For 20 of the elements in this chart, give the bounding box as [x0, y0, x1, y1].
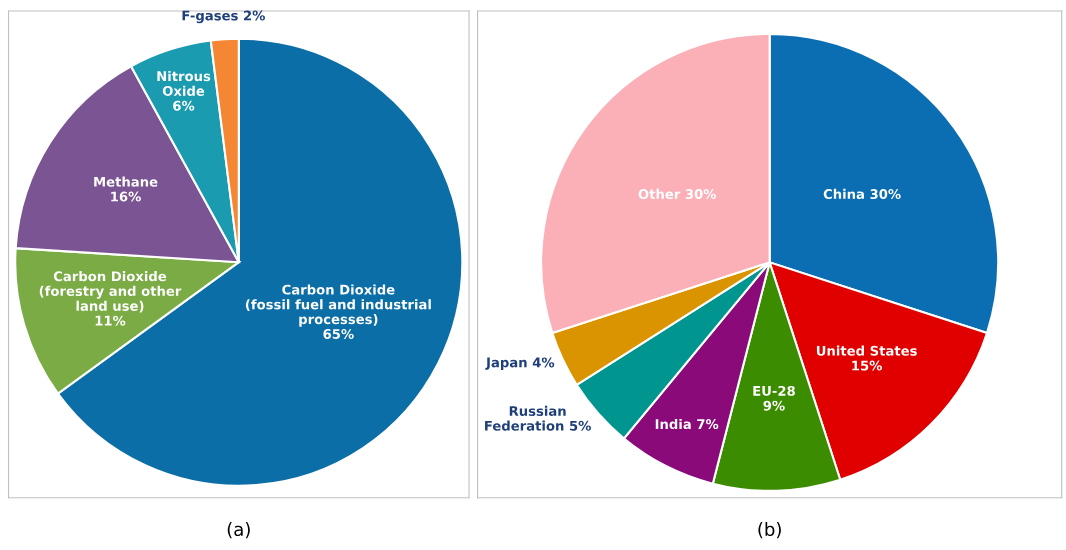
- data-label: 9%: [763, 400, 785, 411]
- slice-label: EU-28: [753, 385, 795, 396]
- data-label: 11%: [95, 315, 126, 326]
- text: (a): [227, 522, 250, 539]
- data-label: 15%: [852, 360, 882, 371]
- slice-label: F-gases 2%: [182, 10, 265, 24]
- data-label: 65%: [323, 328, 354, 339]
- slice-label: Russian Federation 5%: [485, 405, 591, 431]
- slice-label: Carbon Dioxide (fossil fuel and industrial processes): [245, 284, 431, 327]
- data-label: 6%: [173, 100, 195, 111]
- slice-label: Methane: [94, 176, 158, 187]
- slice-label: India 7%: [655, 418, 719, 430]
- slice-label: Nitrous Oxide: [157, 70, 211, 96]
- slice-label: Japan 4%: [485, 357, 555, 370]
- slice-label: Other 30%: [638, 188, 717, 200]
- text: (b): [758, 522, 781, 539]
- slice-label: Carbon Dioxide (forestry and other land use): [39, 271, 182, 313]
- data-label: 16%: [111, 191, 141, 202]
- slice-label: China 30%: [823, 188, 901, 200]
- slice-label: United States: [816, 345, 917, 356]
